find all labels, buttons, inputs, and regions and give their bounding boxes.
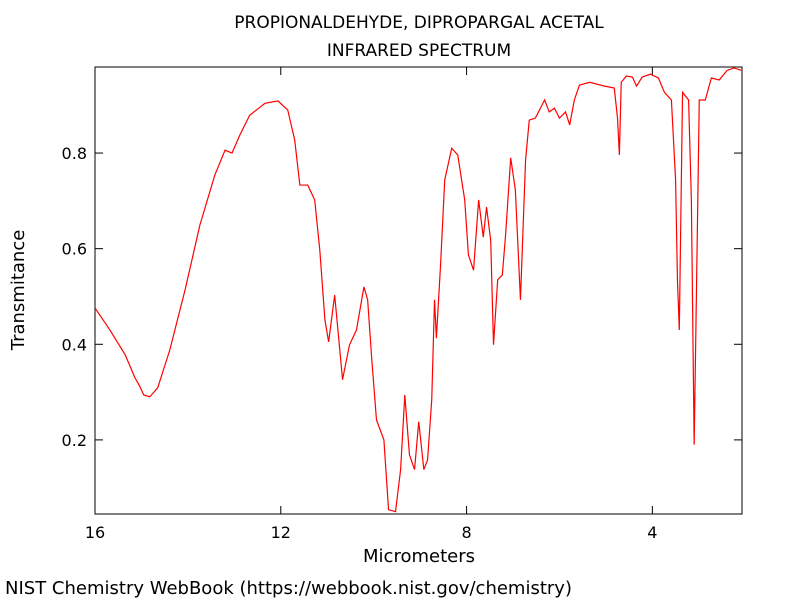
x-axis-label: Micrometers xyxy=(363,546,475,567)
plot-frame xyxy=(94,66,743,515)
y-tick-label: 0.8 xyxy=(62,144,87,163)
x-tick-label: 12 xyxy=(271,523,291,542)
x-tick-label: 4 xyxy=(647,523,657,542)
plot-area xyxy=(95,67,742,513)
source-note: NIST Chemistry WebBook (https://webbook.… xyxy=(5,578,572,599)
y-tick-label: 0.2 xyxy=(62,431,87,450)
x-tick-label: 8 xyxy=(461,523,471,542)
y-axis-label: Transmitance xyxy=(8,230,29,352)
y-tick-label: 0.4 xyxy=(62,335,87,354)
spectrum-line xyxy=(95,67,742,513)
chart-title: PROPIONALDEHYDE, DIPROPARGAL ACETAL xyxy=(234,13,604,33)
y-tick-label: 0.6 xyxy=(62,240,87,259)
chart-subtitle: INFRARED SPECTRUM xyxy=(327,41,511,61)
x-tick-label: 16 xyxy=(85,523,105,542)
